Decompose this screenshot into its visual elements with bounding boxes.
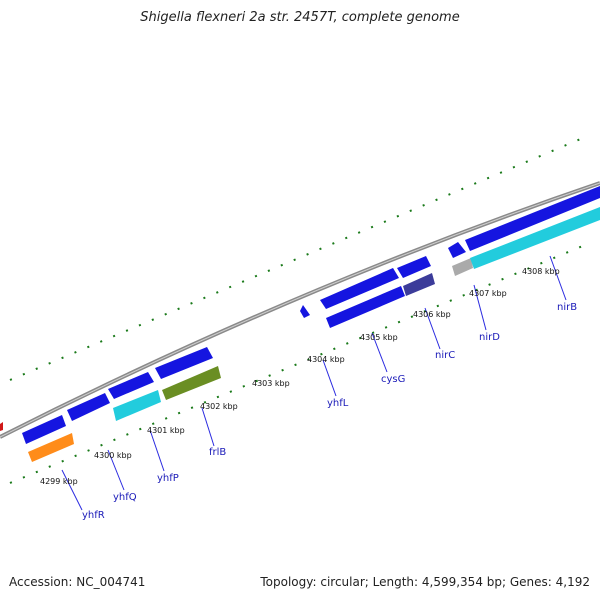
gene-arrow-forward [320,268,399,309]
gene-arrow-forward [67,393,110,421]
kbp-label: 4304 kbp [307,355,345,364]
gene-arrow-forward [108,372,154,399]
kbp-label: 4302 kbp [200,402,238,411]
gene-arrow-reverse [326,286,405,328]
gene-label: nirC [435,350,455,361]
kbp-label: 4300 kbp [94,451,132,460]
genome-backbone [0,181,600,439]
accession-label: Accession: NC_004741 [9,575,146,589]
gene-nirC-block [403,273,435,296]
gene-frlB-block [162,366,221,400]
kbp-label: 4305 kbp [360,333,398,342]
gene-nirB-block [470,207,600,269]
gene-label: cysG [381,374,405,385]
kbp-label: 4308 kbp [522,267,560,276]
gene-label: yhfP [157,473,179,484]
gene-arrow-forward [300,305,310,318]
kbp-label: 4301 kbp [147,426,185,435]
genome-summary: Topology: circular; Length: 4,599,354 bp… [260,575,590,589]
gene-label: yhfQ [113,492,137,503]
gene-yhfR [28,433,74,462]
inner-tick-row [9,242,591,484]
gene-arrow-forward [448,242,466,258]
gene-arrow-forward [22,415,66,444]
gene-leader-lines [61,255,567,511]
kbp-label: 4303 kbp [252,379,290,388]
gene-arrow-forward [155,347,213,379]
gene-label: yhfL [327,398,349,409]
map-title: Shigella flexneri 2a str. 2457T, complet… [140,10,460,25]
gene-label: nirB [557,302,577,313]
kbp-label: 4307 kbp [469,289,507,298]
kbp-label: 4306 kbp [413,310,451,319]
gene-small-grey [452,258,473,276]
partial-gene-stub [0,422,3,431]
gene-arrow-forward [465,186,600,251]
kbp-label: 4299 kbp [40,477,78,486]
gene-label: nirD [479,332,500,343]
gene-arrow-forward [397,256,431,278]
gene-label: frlB [209,447,226,458]
gene-label: yhfR [82,510,105,521]
gene-yhfQ-block [113,390,161,421]
